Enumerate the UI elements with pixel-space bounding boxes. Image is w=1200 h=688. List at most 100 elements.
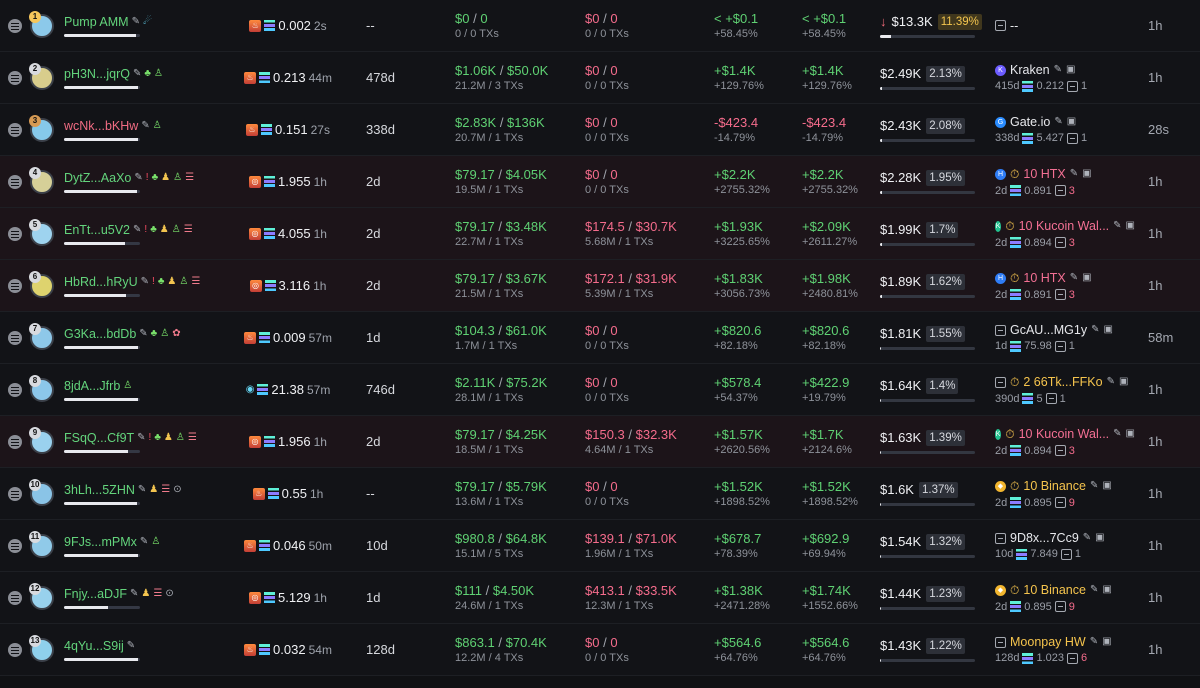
avatar[interactable]: 3	[29, 114, 54, 142]
avatar[interactable]: 2	[29, 62, 54, 90]
funding-source-name[interactable]: 2 66Tk...FFKo	[1023, 375, 1103, 389]
wallet-name-link[interactable]: 4qYu...S9ij	[64, 638, 124, 653]
wallet-name-link[interactable]: Fnjy...aDJF	[64, 586, 127, 601]
avatar[interactable]: 1	[29, 10, 54, 38]
pnl-value: +$1.83K	[714, 271, 763, 286]
table-row[interactable]: 7 G3Ka...bdDb ✎ ♣ ♙ ✿ ♨ 0.009 57m 1d $104.3 / $61.…	[0, 312, 1200, 364]
wallet-name-link[interactable]: pH3N...jqrQ	[64, 66, 130, 81]
table-row[interactable]: 5 EnTt...u5V2 ✎! ♣ ♟ ♙ ☰ ◎ 4.055 1h 2d $79.17 / $3.…	[0, 208, 1200, 260]
funding-source-name[interactable]: 9D8x...7Cc9	[1010, 531, 1079, 545]
copy-icon[interactable]: ▣	[1066, 64, 1076, 75]
row-menu-button[interactable]	[8, 330, 22, 345]
holding-progress	[64, 553, 140, 557]
funding-top: Moonpay HW ✎ ▣	[995, 635, 1135, 649]
table-row[interactable]: 12 Fnjy...aDJF ✎ ♟ ☰ ⊙ ◎ 5.129 1h 1d $111 / $4.50K…	[0, 572, 1200, 624]
table-row[interactable]: 11 9FJs...mPMx ✎ ♙ ♨ 0.046 50m 10d $980.8 / $64.…	[0, 520, 1200, 572]
funding-source-name[interactable]: Kraken	[1010, 63, 1050, 77]
copy-icon[interactable]: ▣	[1102, 636, 1112, 647]
funding-source-name[interactable]: --	[1010, 18, 1019, 33]
solana-icon	[1010, 289, 1022, 300]
remaining-value: $1.43K	[880, 638, 922, 653]
wallet-name-link[interactable]: G3Ka...bdDb	[64, 326, 137, 341]
row-menu-button[interactable]	[8, 278, 22, 293]
copy-icon[interactable]: ▣	[1082, 272, 1092, 283]
funding-source-name[interactable]: Moonpay HW	[1010, 635, 1086, 649]
row-menu-button[interactable]	[8, 434, 22, 449]
remaining-bar	[880, 34, 975, 38]
funding-source-name[interactable]: 10 Binance	[1023, 583, 1086, 597]
copy-icon[interactable]: ▣	[1102, 480, 1112, 491]
copy-icon[interactable]: ▣	[1095, 532, 1105, 543]
transfer-box-icon	[1054, 497, 1066, 508]
table-row[interactable]: 13 4qYu...S9ij ✎ ♨ 0.032 54m 128d $863.1 / $70.…	[0, 624, 1200, 676]
row-menu-button[interactable]	[8, 642, 22, 657]
table-row[interactable]: 3 wcNk...bKHw ✎ ♙ ♨ 0.151 27s 338d $2.83K / $136…	[0, 104, 1200, 156]
row-menu-button[interactable]	[8, 122, 22, 137]
table-row[interactable]: 8 8jdA...Jfrb ♙ ◉ 21.38 57m 746d $2.11K / $75.2…	[0, 364, 1200, 416]
transfer-box-icon	[1045, 393, 1057, 404]
copy-icon[interactable]: ▣	[1082, 168, 1092, 179]
row-menu-button[interactable]	[8, 70, 22, 85]
funding-source-name[interactable]: Gate.io	[1010, 115, 1051, 129]
row-menu-button[interactable]	[8, 538, 22, 553]
solana-icon	[264, 280, 276, 291]
wallet-name-link[interactable]: EnTt...u5V2	[64, 222, 131, 237]
wallet-name-link[interactable]: DytZ...AaXo	[64, 170, 132, 185]
remaining-value: $2.28K	[880, 170, 922, 185]
table-row[interactable]: 10 3hLh...5ZHN ✎ ♟ ☰ ⊙ ♨ 0.55 1h -- $79.17 / $5.79…	[0, 468, 1200, 520]
avatar[interactable]: 13	[29, 634, 54, 662]
price-cell: ♨ 0.55 1h	[218, 468, 358, 519]
copy-icon[interactable]: ▣	[1118, 376, 1129, 387]
copy-icon[interactable]: ▣	[1066, 116, 1077, 127]
funding-source-name[interactable]: 10 Kucoin Wal...	[1018, 427, 1110, 441]
table-row[interactable]: 4 DytZ...AaXo ✎! ♣ ♟ ♙ ☰ ◎ 1.955 1h 2d $79.17 / $4.…	[0, 156, 1200, 208]
table-row[interactable]: 6 HbRd...hRyU ✎! ♣ ♟ ♙ ☰ ◎ 3.116 1h 2d $79.17 / $3.…	[0, 260, 1200, 312]
wallet-name-link[interactable]: Pump AMM	[64, 14, 129, 29]
funding-source-name[interactable]: 10 Binance	[1023, 479, 1086, 493]
copy-icon[interactable]: ▣	[1103, 324, 1113, 335]
row-menu-button[interactable]	[8, 486, 22, 501]
solana-icon	[264, 228, 276, 239]
row-menu-button[interactable]	[8, 590, 22, 605]
wallet-name-link[interactable]: HbRd...hRyU	[64, 274, 138, 289]
leaf-icon: ♣	[150, 327, 158, 339]
user-plus-icon: ♙	[175, 431, 185, 443]
wallet-name-link[interactable]: 9FJs...mPMx	[64, 534, 137, 549]
sold-txs: 0 / 0 TXs	[585, 184, 629, 196]
pnl-cell: +$1.83K +3056.73%	[714, 260, 796, 311]
avatar[interactable]: 9	[29, 426, 54, 454]
remaining-value: $13.3K	[891, 14, 933, 29]
table-row[interactable]: 9 FSqQ...Cf9T ✎! ♣ ♟ ♙ ☰ ◎ 1.956 1h 2d $79.17 / $4.…	[0, 416, 1200, 468]
row-menu-button[interactable]	[8, 174, 22, 189]
bought-txs: 22.7M / 1 TXs	[455, 236, 524, 248]
wallet-name-link[interactable]: FSqQ...Cf9T	[64, 430, 135, 445]
avatar[interactable]: 10	[29, 478, 54, 506]
wallet-name-link[interactable]: 3hLh...5ZHN	[64, 482, 135, 497]
avatar[interactable]: 4	[29, 166, 54, 194]
funding-source-name[interactable]: 10 HTX	[1023, 271, 1066, 285]
funding-source-name[interactable]: 10 Kucoin Wal...	[1018, 219, 1110, 233]
avatar[interactable]: 8	[29, 374, 54, 402]
copy-icon[interactable]: ▣	[1102, 584, 1112, 595]
row-menu-button[interactable]	[8, 226, 22, 241]
row-menu-button[interactable]	[8, 382, 22, 397]
wallet-name-link[interactable]: 8jdA...Jfrb	[64, 378, 121, 393]
avatar[interactable]: 12	[29, 582, 54, 610]
funding-source-name[interactable]: GcAU...MG1y	[1010, 323, 1088, 337]
avatar[interactable]: 5	[29, 218, 54, 246]
avatar[interactable]: 6	[29, 270, 54, 298]
avatar[interactable]: 11	[29, 530, 54, 558]
avatar[interactable]: 7	[29, 322, 54, 350]
remaining-percent: 1.23%	[926, 585, 965, 602]
copy-icon[interactable]: ▣	[1125, 220, 1135, 231]
funding-source-name[interactable]: 10 HTX	[1023, 167, 1066, 181]
stack-icon: ☰	[185, 171, 195, 183]
edit-icon: ✎	[137, 483, 147, 495]
copy-icon[interactable]: ▣	[1125, 428, 1135, 439]
unrealized-pnl-percent: +129.76%	[802, 80, 852, 92]
row-menu-button[interactable]	[8, 18, 22, 33]
holding-progress-fill	[64, 241, 125, 245]
wallet-name-link[interactable]: wcNk...bKHw	[64, 118, 139, 133]
table-row[interactable]: 2 pH3N...jqrQ ✎ ♣ ♙ ♨ 0.213 44m 478d $1.06K / $50…	[0, 52, 1200, 104]
